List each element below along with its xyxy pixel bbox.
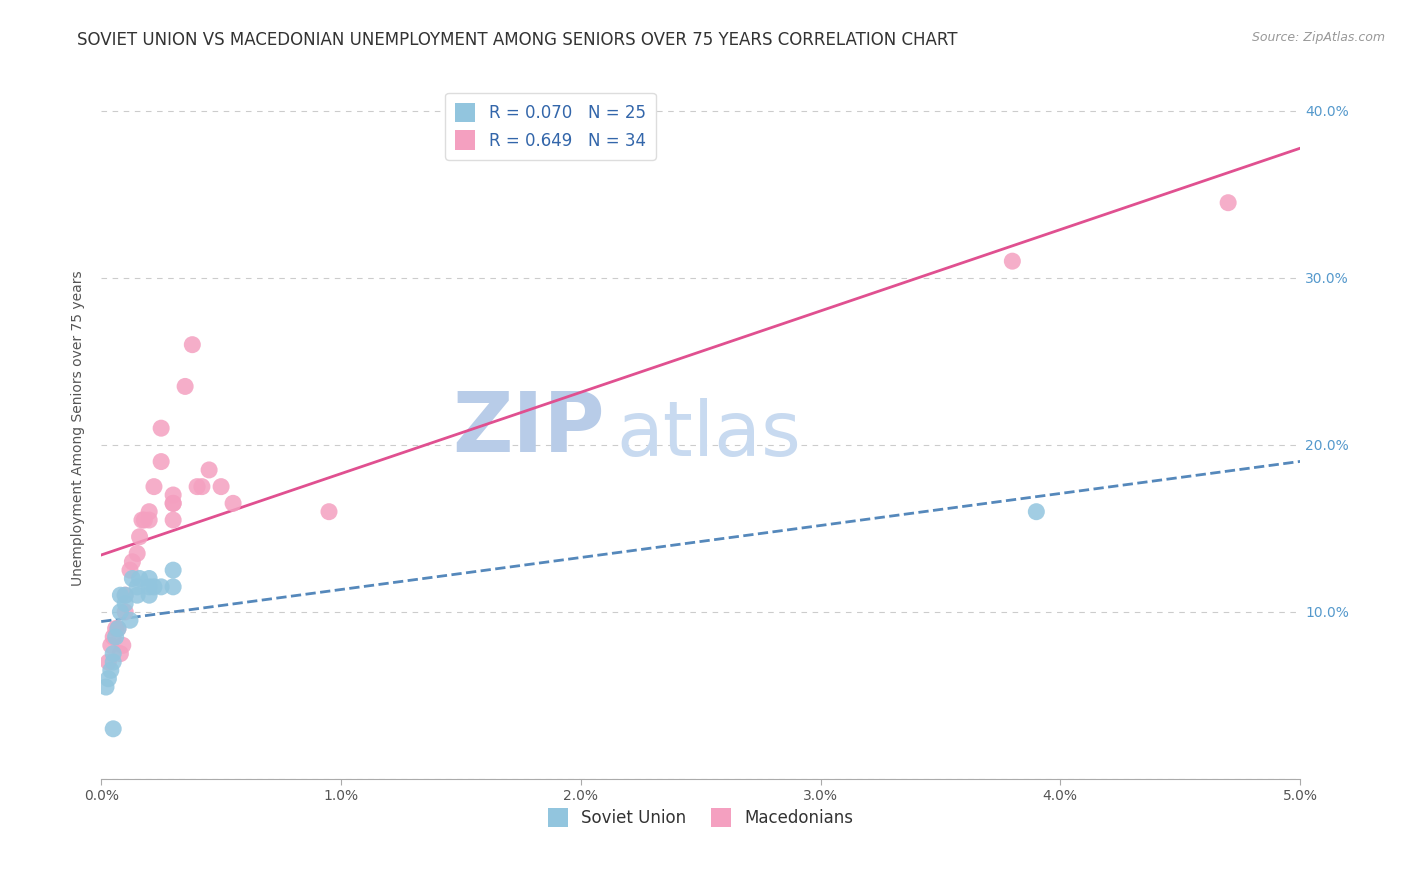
Point bbox=[103, 655, 125, 669]
Point bbox=[162, 488, 184, 502]
Point bbox=[94, 680, 117, 694]
Text: atlas: atlas bbox=[617, 398, 801, 472]
Point bbox=[198, 463, 221, 477]
Point bbox=[104, 622, 127, 636]
Point bbox=[114, 588, 136, 602]
Point bbox=[118, 613, 141, 627]
Point bbox=[143, 580, 166, 594]
Point bbox=[114, 588, 136, 602]
Legend: Soviet Union, Macedonians: Soviet Union, Macedonians bbox=[541, 801, 860, 834]
Point bbox=[134, 513, 156, 527]
Point bbox=[103, 722, 125, 736]
Y-axis label: Unemployment Among Seniors over 75 years: Unemployment Among Seniors over 75 years bbox=[72, 270, 86, 586]
Point bbox=[110, 647, 132, 661]
Point bbox=[1025, 505, 1047, 519]
Point bbox=[191, 480, 214, 494]
Point bbox=[209, 480, 232, 494]
Point bbox=[1001, 254, 1024, 268]
Point bbox=[222, 496, 245, 510]
Point bbox=[150, 421, 173, 435]
Point bbox=[121, 555, 143, 569]
Point bbox=[318, 505, 340, 519]
Point bbox=[110, 588, 132, 602]
Point bbox=[174, 379, 197, 393]
Point bbox=[121, 572, 143, 586]
Point bbox=[114, 597, 136, 611]
Point bbox=[138, 588, 160, 602]
Text: ZIP: ZIP bbox=[453, 388, 605, 468]
Point bbox=[107, 622, 129, 636]
Point bbox=[128, 530, 150, 544]
Point bbox=[128, 572, 150, 586]
Point bbox=[150, 454, 173, 468]
Point bbox=[162, 563, 184, 577]
Point bbox=[114, 605, 136, 619]
Point bbox=[131, 513, 153, 527]
Point bbox=[162, 513, 184, 527]
Point bbox=[143, 480, 166, 494]
Point bbox=[103, 647, 125, 661]
Point bbox=[111, 638, 134, 652]
Point bbox=[186, 480, 208, 494]
Point bbox=[162, 496, 184, 510]
Point bbox=[162, 580, 184, 594]
Point bbox=[127, 546, 149, 560]
Point bbox=[138, 505, 160, 519]
Point bbox=[100, 638, 122, 652]
Point bbox=[107, 622, 129, 636]
Point bbox=[127, 580, 149, 594]
Point bbox=[103, 630, 125, 644]
Point bbox=[150, 580, 173, 594]
Point bbox=[97, 672, 120, 686]
Point bbox=[104, 630, 127, 644]
Point bbox=[110, 605, 132, 619]
Point bbox=[97, 655, 120, 669]
Point bbox=[138, 513, 160, 527]
Point bbox=[1218, 195, 1240, 210]
Point bbox=[138, 572, 160, 586]
Point bbox=[162, 496, 184, 510]
Text: SOVIET UNION VS MACEDONIAN UNEMPLOYMENT AMONG SENIORS OVER 75 YEARS CORRELATION : SOVIET UNION VS MACEDONIAN UNEMPLOYMENT … bbox=[77, 31, 957, 49]
Text: Source: ZipAtlas.com: Source: ZipAtlas.com bbox=[1251, 31, 1385, 45]
Point bbox=[118, 563, 141, 577]
Point bbox=[181, 337, 204, 351]
Point bbox=[138, 580, 160, 594]
Point bbox=[100, 664, 122, 678]
Point bbox=[127, 588, 149, 602]
